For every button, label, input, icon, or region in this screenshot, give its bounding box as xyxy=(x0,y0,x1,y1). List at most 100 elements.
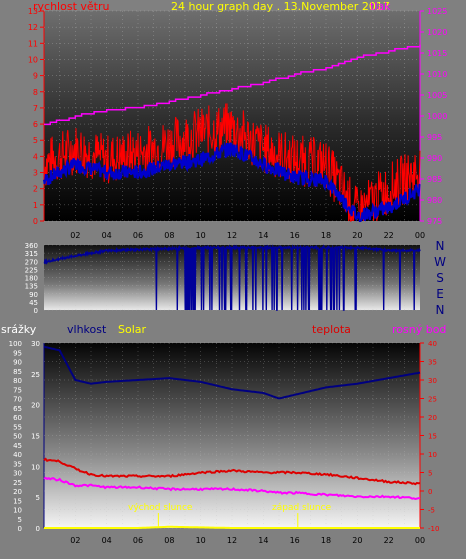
time-tick: 12 xyxy=(227,231,237,240)
wind-speed-tick: 12 xyxy=(28,23,38,32)
dew-point-label: rosný bod xyxy=(392,323,446,336)
sunset-label: západ slunce xyxy=(272,503,332,513)
rain-tick: 0 xyxy=(18,525,22,533)
pressure-tick: 975 xyxy=(427,217,442,226)
wind-direction-line xyxy=(43,244,421,311)
rain-label: srážky xyxy=(1,323,37,336)
sunrise-label: východ slunce xyxy=(128,503,193,513)
rain-tick: 15 xyxy=(13,497,22,505)
wind-speed-tick: 1 xyxy=(33,201,38,210)
direction-tick: 180 xyxy=(25,275,38,283)
compass-letter: W xyxy=(434,255,446,269)
time-tick: 22 xyxy=(384,231,394,240)
compass-letter: E xyxy=(436,287,444,301)
pressure-tick: 1000 xyxy=(427,112,447,121)
temperature-tick: 15 xyxy=(428,433,437,441)
direction-tick: 135 xyxy=(25,283,38,291)
time-tick: 08 xyxy=(164,536,174,545)
rain-tick: 90 xyxy=(13,359,22,367)
rain-tick: 30 xyxy=(13,470,22,478)
pressure-tick: 1020 xyxy=(427,28,447,37)
direction-tick: 315 xyxy=(25,250,38,258)
time-tick: 08 xyxy=(164,231,174,240)
humidity-tick: 20 xyxy=(31,402,40,410)
wind-plot-series xyxy=(43,44,421,222)
lower-plot-series xyxy=(43,345,421,529)
compass-letter: N xyxy=(436,303,445,317)
pressure-tick: 1015 xyxy=(427,49,447,58)
time-tick: 00 xyxy=(415,231,425,240)
solar-line xyxy=(44,525,420,529)
wind-speed-tick: 7 xyxy=(33,104,38,113)
humidity-tick: 30 xyxy=(31,340,40,348)
direction-tick: 0 xyxy=(34,307,38,315)
wind-speed-tick: 10 xyxy=(28,55,38,64)
temperature-tick: 10 xyxy=(428,451,437,459)
pressure-axis: 975 980 985 990 995 1000 1005 1010 1015 1020 1025 xyxy=(419,7,447,226)
direction-plot-series xyxy=(43,244,421,311)
humidity-tick: 10 xyxy=(31,463,40,471)
time-tick: 10 xyxy=(196,231,206,240)
time-tick: 14 xyxy=(258,231,268,240)
dew-point-line xyxy=(43,476,421,501)
rain-tick: 20 xyxy=(13,488,22,496)
rain-tick: 10 xyxy=(13,507,22,515)
humidity-tick: 0 xyxy=(36,525,40,533)
direction-tick: 270 xyxy=(25,258,38,266)
time-tick: 16 xyxy=(290,231,300,240)
pressure-tick: 995 xyxy=(427,133,442,142)
direction-tick: 90 xyxy=(29,291,38,299)
time-tick: 06 xyxy=(133,536,143,545)
bottom-time-axis: 02 04 06 08 10 12 14 16 18 20 22 00 xyxy=(70,536,425,545)
pressure-label: tlak xyxy=(370,0,391,13)
solar-label: Solar xyxy=(118,323,147,336)
time-tick: 14 xyxy=(258,536,268,545)
temperature-tick: 0 xyxy=(428,488,432,496)
temperature-tick: 25 xyxy=(428,396,437,404)
temperature-tick: 20 xyxy=(428,414,437,422)
rain-tick: 85 xyxy=(13,368,22,376)
direction-tick: 45 xyxy=(29,299,38,307)
pressure-tick: 1005 xyxy=(427,91,447,100)
wind-speed-tick: 0 xyxy=(33,217,38,226)
wind-speed-tick: 8 xyxy=(33,88,38,97)
rain-tick: 70 xyxy=(13,396,22,404)
wind-speed-tick: 6 xyxy=(33,120,38,129)
compass-letter: S xyxy=(436,271,444,285)
time-tick: 10 xyxy=(196,536,206,545)
rain-tick: 45 xyxy=(13,442,22,450)
rain-tick: 75 xyxy=(13,386,22,394)
humidity-tick: 5 xyxy=(36,494,40,502)
time-tick: 04 xyxy=(102,231,112,240)
humidity-tick: 15 xyxy=(31,433,40,441)
rain-tick: 65 xyxy=(13,405,22,413)
temperature-tick: 5 xyxy=(428,470,432,478)
time-tick: 20 xyxy=(352,536,362,545)
wind-speed-label: rychlost větru xyxy=(33,0,109,13)
humidity-label: vlhkost xyxy=(67,323,107,336)
temperature-tick: 30 xyxy=(428,377,437,385)
top-time-axis: 02 04 06 08 10 12 14 16 18 20 22 00 xyxy=(70,231,425,240)
wind-speed-tick: 3 xyxy=(33,169,38,178)
time-tick: 22 xyxy=(384,536,394,545)
temperature-tick: 35 xyxy=(428,359,437,367)
temperature-label: teplota xyxy=(312,323,351,336)
wind-speed-tick: 13 xyxy=(28,7,38,16)
wind-speed-tick: 2 xyxy=(33,185,38,194)
graph-title: 24 hour graph day . 13.November 2017 xyxy=(171,0,390,13)
time-tick: 04 xyxy=(102,536,112,545)
rain-tick: 40 xyxy=(13,451,22,459)
rain-tick: 100 xyxy=(9,340,22,348)
direction-tick: 360 xyxy=(25,242,38,250)
rain-tick: 80 xyxy=(13,377,22,385)
compass-letter: N xyxy=(436,239,445,253)
temperature-line xyxy=(43,457,421,486)
wind-speed-tick: 5 xyxy=(33,136,38,145)
time-tick: 20 xyxy=(352,231,362,240)
wind-speed-tick: 11 xyxy=(28,39,38,48)
